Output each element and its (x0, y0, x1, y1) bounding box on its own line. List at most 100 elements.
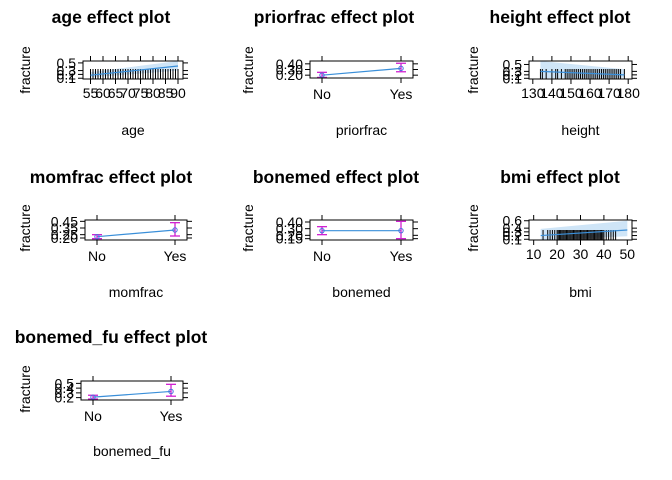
effect-point (172, 227, 178, 233)
panel-title: age effect plot (52, 7, 171, 27)
x-tick-label: 140 (540, 85, 564, 101)
y-tick-label: 0.5 (503, 56, 523, 72)
fitted-line (92, 390, 172, 398)
panel-title: bonemed effect plot (253, 167, 419, 187)
panel-title: height effect plot (490, 7, 631, 27)
y-tick-label: 0.3 (57, 63, 77, 79)
y-tick-label: 0.1 (503, 231, 523, 247)
panel-frame (84, 219, 188, 241)
effect-point (398, 65, 404, 72)
x-tick-label: 40 (596, 246, 612, 262)
y-tick-label: 0.15 (276, 231, 303, 247)
x-tick-label: Yes (390, 86, 413, 102)
x-tick-label: 20 (549, 246, 565, 262)
y-tick-label: 0.2 (55, 390, 75, 406)
y-axis-label: fracture (465, 204, 481, 252)
x-tick-label: 150 (559, 85, 583, 101)
x-tick-label: Yes (164, 248, 187, 264)
y-tick-label: 0.20 (276, 67, 303, 83)
x-tick-label: 75 (133, 85, 149, 101)
x-axis-label: priorfrac (336, 122, 387, 138)
x-axis-label: bonemed_fu (93, 443, 171, 459)
effect-point (398, 227, 404, 234)
y-tick-label: 0.6 (503, 213, 523, 229)
effect-panel: height effect plot fracture height 13014015… (465, 7, 640, 138)
y-tick-label: 0.2 (503, 228, 523, 244)
y-axis-label: fracture (17, 365, 33, 413)
y-tick-label: 0.5 (55, 375, 75, 391)
panel-plot-area (90, 61, 179, 79)
y-tick-label: 0.5 (57, 55, 77, 71)
x-tick-label: 80 (145, 85, 161, 101)
effect-panel: momfrac effect plot fracture momfrac No Yes 0… (17, 167, 192, 300)
panel-plot-area (539, 61, 625, 79)
x-axis-label: momfrac (109, 284, 163, 300)
effect-panel: priorfrac effect plot fracture priorfrac No… (240, 7, 418, 138)
x-axis-label: bonemed (332, 284, 390, 300)
effect-point (94, 233, 100, 240)
panel-title: bmi effect plot (500, 167, 620, 187)
fitted-line (540, 229, 628, 237)
x-tick-label: Yes (390, 248, 413, 264)
panel-frame (82, 60, 184, 80)
fitted-line (96, 229, 176, 238)
y-tick-label: 0.3 (503, 224, 523, 240)
x-tick-label: 65 (108, 85, 124, 101)
y-tick-label: 0.20 (51, 230, 78, 246)
y-tick-label: 0.25 (51, 227, 78, 243)
fitted-line (321, 67, 402, 76)
effect-point (90, 394, 96, 400)
x-tick-label: 130 (521, 85, 545, 101)
panel-frame (80, 380, 184, 401)
x-tick-label: No (313, 248, 331, 264)
y-tick-label: 0.4 (503, 220, 523, 236)
x-tick-label: No (313, 86, 331, 102)
y-tick-label: 0.20 (276, 227, 303, 243)
x-tick-label: No (88, 248, 106, 264)
effect-panel: bonemed effect plot fracture bonemed No Yes 0… (240, 167, 419, 300)
y-tick-label: 0.1 (57, 70, 77, 86)
y-tick-label: 0.1 (503, 70, 523, 86)
y-tick-label: 0.40 (276, 56, 303, 72)
panel-frame (309, 219, 414, 241)
y-tick-label: 0.45 (51, 213, 78, 229)
y-tick-label: 0.30 (276, 221, 303, 237)
y-tick-label: 0.3 (503, 63, 523, 79)
x-axis-label: age (121, 122, 145, 138)
x-tick-label: 30 (573, 246, 589, 262)
panel-title: priorfrac effect plot (254, 7, 415, 27)
effect-panel: age effect plot fracture age 55606570758085… (17, 7, 188, 138)
x-tick-label: 50 (620, 246, 636, 262)
x-tick-label: Yes (160, 408, 183, 424)
panel-title: momfrac effect plot (30, 167, 193, 187)
panel-plot-area (540, 220, 628, 240)
effect-point (319, 227, 325, 234)
y-tick-label: 0.2 (503, 67, 523, 83)
effect-panel: bonemed_fu effect plot fracture bonemed_fu… (15, 327, 208, 459)
x-tick-label: 170 (597, 85, 621, 101)
x-tick-label: 85 (158, 85, 174, 101)
y-axis-label: fracture (240, 46, 256, 94)
effect-point (168, 388, 174, 395)
y-axis-label: fracture (17, 46, 33, 94)
y-tick-label: 0.30 (276, 62, 303, 78)
x-tick-label: 90 (170, 85, 186, 101)
fitted-line (90, 65, 179, 76)
effect-point (319, 72, 325, 78)
y-tick-label: 0.35 (51, 220, 78, 236)
panel-frame (528, 60, 633, 80)
y-axis-label: fracture (240, 204, 256, 252)
x-tick-label: No (84, 408, 102, 424)
y-axis-label: fracture (465, 46, 481, 94)
x-tick-label: 10 (526, 246, 542, 262)
x-tick-label: 70 (120, 85, 136, 101)
x-tick-label: 60 (95, 85, 111, 101)
x-tick-label: 180 (617, 85, 641, 101)
x-axis-label: height (561, 122, 599, 138)
y-tick-label: 0.2 (57, 66, 77, 82)
y-tick-label: 0.3 (55, 385, 75, 401)
y-axis-label: fracture (17, 204, 33, 252)
y-tick-label: 0.40 (276, 214, 303, 230)
